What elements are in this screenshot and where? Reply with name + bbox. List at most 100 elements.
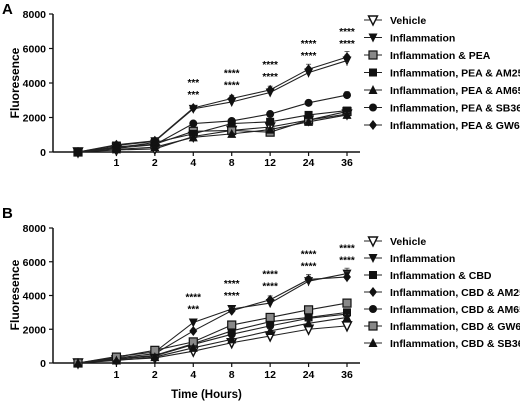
x-tick-label: 4 xyxy=(190,157,196,169)
legend-marker xyxy=(367,236,379,248)
series-line xyxy=(77,110,348,153)
data-point xyxy=(188,318,198,328)
data-point xyxy=(266,117,275,126)
significance-stars: **** xyxy=(262,282,278,293)
data-point xyxy=(227,334,237,344)
significance-stars: **** xyxy=(301,51,317,62)
data-point xyxy=(73,358,83,367)
data-point xyxy=(150,352,160,362)
legend-marker xyxy=(369,287,377,297)
data-point xyxy=(266,294,275,305)
data-point xyxy=(304,64,313,75)
data-point xyxy=(343,91,351,100)
significance-stars: **** xyxy=(262,270,278,281)
series-line xyxy=(77,313,348,364)
data-point xyxy=(304,116,314,126)
x-tick-label: 4 xyxy=(190,369,196,381)
legend-label: Vehicle xyxy=(390,15,426,27)
legend-marker xyxy=(367,15,379,27)
significance-stars: **** xyxy=(224,69,240,80)
data-point xyxy=(189,119,198,128)
legend-marker xyxy=(369,305,377,313)
significance-stars: **** xyxy=(339,244,355,255)
data-point xyxy=(265,124,275,134)
x-tick-label: 24 xyxy=(303,157,315,169)
data-point xyxy=(304,274,313,285)
data-point xyxy=(189,103,198,114)
significance-stars: **** xyxy=(339,256,355,267)
legend-label: Inflammation, CBD & AM251 xyxy=(390,287,520,299)
legend-label: Inflammation, CBD & SB366791 xyxy=(390,338,520,350)
data-point xyxy=(112,139,121,150)
x-tick-label: 12 xyxy=(264,369,276,381)
series-line xyxy=(77,60,348,153)
legend-marker xyxy=(369,271,377,279)
y-axis-label: Fluoresence xyxy=(8,259,22,330)
significance-stars: **** xyxy=(224,279,240,290)
significance-stars: **** xyxy=(185,293,201,304)
significance-stars: **** xyxy=(262,72,278,83)
data-point xyxy=(266,110,275,119)
significance-stars: *** xyxy=(187,78,199,89)
data-point xyxy=(265,325,275,335)
significance-stars: *** xyxy=(187,90,199,101)
data-point xyxy=(266,321,275,330)
legend-marker xyxy=(368,33,378,43)
data-point xyxy=(342,298,352,308)
significance-stars: **** xyxy=(301,261,317,272)
data-point xyxy=(303,305,314,315)
y-tick-label: 6000 xyxy=(23,257,47,269)
series-line xyxy=(77,276,348,364)
legend-label: Inflammation xyxy=(390,33,455,45)
legend-marker xyxy=(368,321,378,331)
x-tick-label: 8 xyxy=(229,157,235,169)
legend-label: Inflammation & CBD xyxy=(390,270,492,282)
significance-stars: **** xyxy=(339,27,355,38)
data-point xyxy=(111,355,121,365)
data-point xyxy=(188,132,198,142)
y-tick-label: 4000 xyxy=(23,291,47,303)
legend-marker xyxy=(368,50,378,60)
data-point xyxy=(227,93,236,104)
legend-marker xyxy=(369,103,377,112)
x-tick-label: 2 xyxy=(152,369,158,381)
significance-stars: *** xyxy=(187,305,199,316)
series-line xyxy=(77,56,348,153)
panel-label: B xyxy=(2,205,13,222)
data-point xyxy=(150,135,159,146)
significance-stars: **** xyxy=(224,291,240,302)
x-axis-label: Time (Hours) xyxy=(171,389,242,401)
series-line xyxy=(77,113,348,153)
data-point xyxy=(343,52,351,63)
legend-label: Inflammation, CBD & GW6471 xyxy=(390,321,520,333)
y-tick-label: 8000 xyxy=(23,223,47,235)
y-tick-label: 2000 xyxy=(23,324,47,336)
legend-label: Inflammation & PEA xyxy=(390,50,491,62)
significance-stars: **** xyxy=(301,39,317,50)
legend-marker xyxy=(368,254,378,263)
y-tick-label: 6000 xyxy=(23,44,47,56)
data-point xyxy=(342,312,352,322)
legend-label: Inflammation, CBD & AM650 xyxy=(390,304,520,316)
y-tick-label: 0 xyxy=(40,147,46,159)
x-tick-label: 8 xyxy=(229,369,235,381)
data-point xyxy=(304,314,313,323)
legend-label: Inflammation, PEA & AM251 xyxy=(390,68,520,80)
data-point xyxy=(342,109,352,119)
series-line xyxy=(77,94,348,153)
significance-stars: **** xyxy=(224,81,240,92)
panel-label: A xyxy=(2,1,13,18)
data-point xyxy=(189,325,198,336)
x-tick-label: 12 xyxy=(264,157,276,169)
legend-label: Inflammation xyxy=(390,253,455,265)
significance-stars: **** xyxy=(262,60,278,71)
y-tick-label: 0 xyxy=(40,358,46,370)
legend-label: Inflammation, PEA & GW6471 xyxy=(390,120,520,132)
data-point xyxy=(188,342,198,352)
data-point xyxy=(227,116,236,125)
legend-label: Inflammation, PEA & SB366791 xyxy=(390,103,520,115)
legend-marker xyxy=(369,120,377,130)
